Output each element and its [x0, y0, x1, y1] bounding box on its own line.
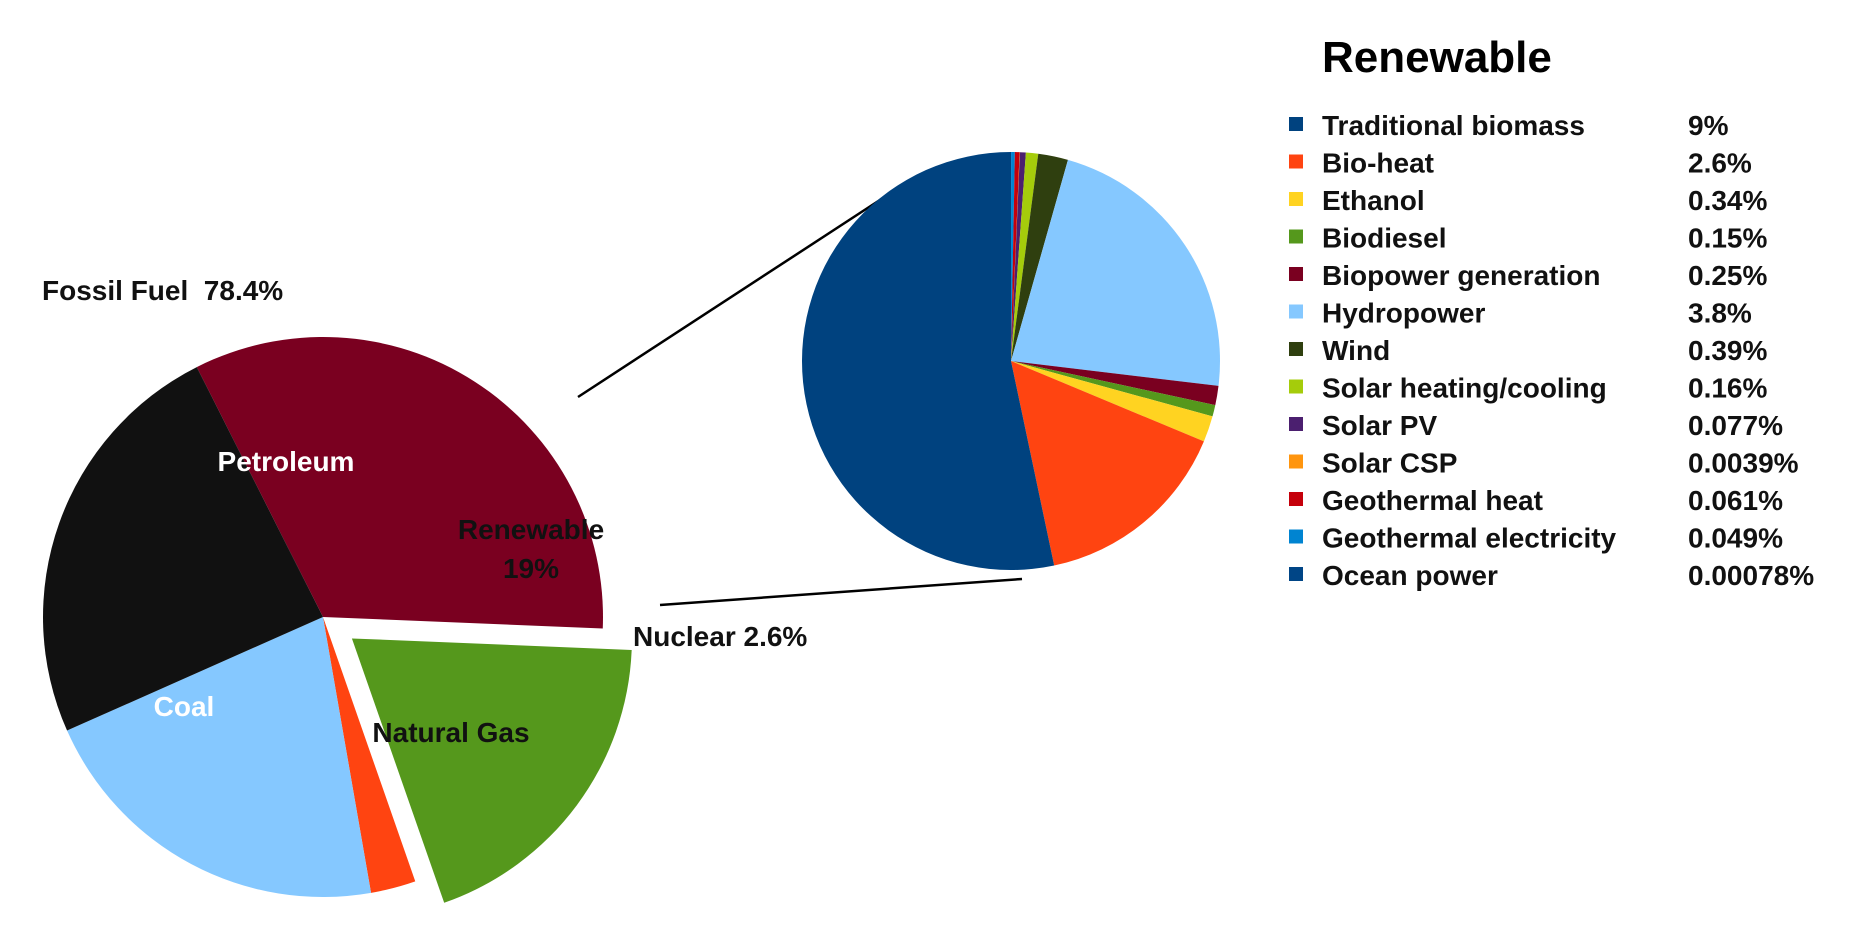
legend-entry-biodiesel: Biodiesel 0.15%: [1289, 223, 1767, 254]
main-pie-slice-coal: [43, 367, 323, 731]
legend-entry-solar-heating-cooling: Solar heating/cooling 0.16%: [1289, 373, 1767, 404]
legend-label: Biopower generation: [1322, 260, 1600, 291]
legend-label: Solar heating/cooling: [1322, 373, 1607, 404]
legend-swatch: [1289, 342, 1303, 356]
legend-swatch: [1289, 529, 1303, 544]
legend-swatch: [1289, 192, 1303, 206]
legend-entry-wind: Wind 0.39%: [1289, 335, 1767, 366]
legend-label: Geothermal electricity: [1322, 523, 1617, 554]
label-renewable: Renewable: [458, 514, 604, 545]
legend-label: Traditional biomass: [1322, 110, 1585, 141]
renewable-pie-slice-bio-heat: [1011, 361, 1204, 566]
legend-entry-hydropower: Hydropower 3.8%: [1289, 298, 1752, 329]
legend-entry-ocean-power: Ocean power 0.00078%: [1289, 560, 1814, 591]
renewable-breakdown-pie: [801, 151, 1221, 570]
label-petroleum: Petroleum: [218, 446, 355, 477]
legend-value: 0.39%: [1688, 335, 1767, 366]
legend-label: Biodiesel: [1322, 223, 1446, 254]
legend-label: Wind: [1322, 335, 1390, 366]
legend-swatch: [1289, 117, 1303, 131]
main-pie-slice-natural-gas: [67, 617, 372, 898]
label-renewable-value: 19%: [503, 553, 559, 584]
legend-swatch: [1289, 567, 1303, 581]
legend-entry-geothermal-electricity: Geothermal electricity 0.049%: [1289, 523, 1783, 554]
legend-value: 0.00078%: [1688, 560, 1814, 591]
legend-value: 0.16%: [1688, 373, 1767, 404]
legend-entry-traditional-biomass: Traditional biomass 9%: [1289, 110, 1729, 141]
renewable-pie-slice-wind: [1011, 153, 1068, 361]
legend-swatch: [1289, 304, 1303, 319]
main-pie-labels: Fossil Fuel 78.4% Petroleum Renewable 19…: [42, 275, 807, 748]
renewable-pie-slice-biodiesel: [1011, 361, 1216, 417]
legend-entry-biopower-generation: Biopower generation 0.25%: [1289, 260, 1767, 291]
legend-value: 0.15%: [1688, 223, 1767, 254]
legend-swatch: [1289, 267, 1303, 281]
renewable-pie-slice-hydropower: [1011, 159, 1221, 386]
main-pie-slice-renewable: [351, 638, 632, 903]
renewable-pie-slice-ethanol: [1011, 361, 1213, 442]
connector-lines: [577, 194, 1023, 607]
renewable-pie-slice-solar-pv: [1011, 152, 1026, 361]
legend-entry-solar-csp: Solar CSP 0.0039%: [1289, 448, 1799, 479]
legend-label: Hydropower: [1322, 298, 1485, 329]
legend-value: 9%: [1688, 110, 1729, 141]
legend-value: 0.077%: [1688, 410, 1783, 441]
renewable-pie-slice-biopower-generation: [1011, 361, 1219, 406]
connector-line-top: [577, 194, 887, 399]
legend-value: 2.6%: [1688, 148, 1752, 179]
legend-entry-solar-pv: Solar PV 0.077%: [1289, 410, 1783, 441]
fossil-fuel-annotation: Fossil Fuel 78.4%: [42, 275, 283, 306]
legend-swatch: [1289, 379, 1303, 394]
renewable-pie-slice-solar-heating-cooling: [1011, 152, 1039, 361]
label-coal: Coal: [154, 691, 215, 722]
legend-value: 0.25%: [1688, 260, 1767, 291]
legend-label: Geothermal heat: [1322, 485, 1543, 516]
legend: Renewable Traditional biomass 9% Bio-heat 2…: [1289, 33, 1814, 591]
label-nuclear: Nuclear 2.6%: [633, 621, 807, 652]
main-pie: [43, 337, 632, 903]
legend-value: 3.8%: [1688, 298, 1752, 329]
legend-swatch: [1289, 229, 1303, 244]
main-pie-slice-petroleum: [196, 337, 603, 629]
renewable-pie-slice-traditional-biomass: [801, 151, 1055, 570]
legend-label: Ethanol: [1322, 185, 1425, 216]
legend-swatch: [1289, 492, 1303, 506]
legend-value: 0.061%: [1688, 485, 1783, 516]
legend-value: 0.049%: [1688, 523, 1783, 554]
connector-line-bottom: [659, 577, 1023, 607]
legend-swatch: [1289, 417, 1303, 431]
legend-entry-ethanol: Ethanol 0.34%: [1289, 185, 1767, 216]
legend-label: Solar CSP: [1322, 448, 1457, 479]
legend-label: Ocean power: [1322, 560, 1498, 591]
main-pie-slice-nuclear: [323, 617, 416, 893]
legend-entry-geothermal-heat: Geothermal heat 0.061%: [1289, 485, 1783, 516]
legend-swatch: [1289, 154, 1303, 169]
legend-value: 0.34%: [1688, 185, 1767, 216]
legend-label: Bio-heat: [1322, 148, 1434, 179]
renewable-pie-slice-solar-csp: [1011, 152, 1020, 361]
legend-label: Solar PV: [1322, 410, 1437, 441]
label-natural-gas: Natural Gas: [372, 717, 529, 748]
legend-swatch: [1289, 454, 1303, 469]
legend-value: 0.0039%: [1688, 448, 1799, 479]
legend-entry-bio-heat: Bio-heat 2.6%: [1289, 148, 1752, 179]
renewable-pie-slice-geothermal-electricity: [1011, 152, 1015, 361]
renewable-pie-slice-geothermal-heat: [1011, 152, 1020, 361]
legend-title: Renewable: [1322, 33, 1552, 82]
